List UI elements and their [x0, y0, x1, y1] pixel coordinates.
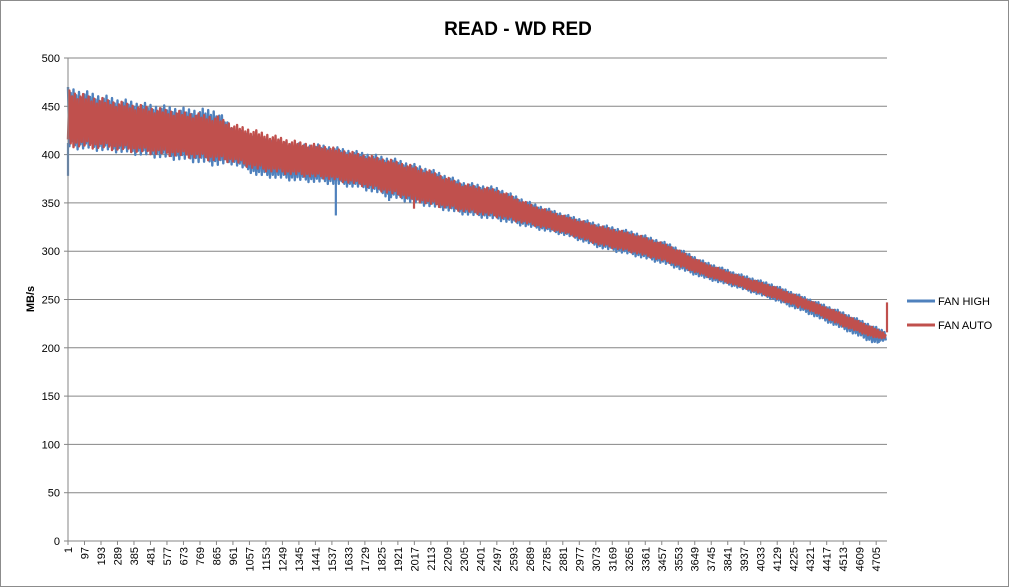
x-tick-label: 1153	[261, 547, 273, 571]
x-tick-label: 193	[96, 547, 108, 565]
x-tick-label: 4705	[871, 547, 883, 571]
x-tick-label: 2401	[475, 547, 487, 571]
x-tick-label: 3745	[706, 547, 718, 571]
x-tick-label: 1057	[244, 547, 256, 571]
x-tick-label: 2497	[492, 547, 504, 571]
x-tick-label: 1441	[310, 547, 322, 571]
x-tick-label: 3649	[690, 547, 702, 571]
x-tick-label: 1633	[343, 547, 355, 571]
x-tick-label: 3265	[624, 547, 636, 571]
y-axis-ticks: 0 50 100 150 200 250 300 350 400 450 500	[42, 53, 68, 548]
y-tick-label: 300	[42, 246, 60, 258]
x-tick-label: 3169	[607, 547, 619, 571]
x-tick-label: 4033	[756, 547, 768, 571]
x-tick-label: 385	[129, 547, 141, 565]
x-tick-label: 3457	[657, 547, 669, 571]
x-tick-label: 97	[79, 547, 91, 559]
x-tick-label: 1249	[277, 547, 289, 571]
series-line-fan-auto	[66, 89, 887, 340]
x-tick-label: 1825	[376, 547, 388, 571]
y-axis-label: MB/s	[25, 286, 37, 312]
x-tick-label: 2305	[459, 547, 471, 571]
x-tick-label: 4225	[789, 547, 801, 571]
x-tick-label: 3937	[739, 547, 751, 571]
x-tick-label: 4321	[805, 547, 817, 571]
x-tick-label: 481	[145, 547, 157, 565]
x-tick-label: 2113	[426, 547, 438, 571]
y-tick-label: 250	[42, 295, 60, 307]
x-tick-label: 865	[211, 547, 223, 565]
x-tick-label: 673	[178, 547, 190, 565]
x-tick-label: 961	[228, 547, 240, 565]
y-tick-label: 200	[42, 343, 60, 355]
x-tick-label: 1921	[393, 547, 405, 571]
x-tick-label: 2785	[541, 547, 553, 571]
x-tick-label: 769	[195, 547, 207, 565]
x-tick-label: 2689	[525, 547, 537, 571]
y-tick-label: 100	[42, 439, 60, 451]
legend-label: FAN HIGH	[938, 296, 990, 308]
x-tick-label: 2881	[558, 547, 570, 571]
x-axis-ticks: 1 97 193 289 385 481 577 673 769 865 961 1057 1153 12…	[63, 541, 883, 571]
x-tick-label: 4417	[822, 547, 834, 571]
x-tick-label: 3361	[640, 547, 652, 571]
x-tick-label: 3841	[723, 547, 735, 571]
x-tick-label: 1	[63, 547, 75, 553]
y-tick-label: 50	[48, 488, 60, 500]
x-tick-label: 1537	[327, 547, 339, 571]
legend-label: FAN AUTO	[938, 320, 993, 332]
y-tick-label: 0	[54, 536, 60, 548]
x-tick-label: 4609	[855, 547, 867, 571]
x-tick-label: 2593	[508, 547, 520, 571]
x-tick-label: 1345	[294, 547, 306, 571]
x-tick-label: 289	[112, 547, 124, 565]
legend: FAN HIGH FAN AUTO	[907, 296, 993, 332]
y-tick-label: 350	[42, 198, 60, 210]
x-tick-label: 3073	[591, 547, 603, 571]
x-tick-label: 2977	[574, 547, 586, 571]
x-tick-label: 2209	[442, 547, 454, 571]
y-tick-label: 450	[42, 101, 60, 113]
chart-title: READ - WD RED	[444, 19, 592, 40]
x-tick-label: 577	[162, 547, 174, 565]
y-tick-label: 150	[42, 391, 60, 403]
y-tick-label: 500	[42, 53, 60, 65]
series-layer	[66, 86, 889, 344]
x-tick-label: 4129	[772, 547, 784, 571]
x-tick-label: 1729	[360, 547, 372, 571]
y-tick-label: 400	[42, 150, 60, 162]
x-tick-label: 3553	[673, 547, 685, 571]
x-tick-label: 4513	[838, 547, 850, 571]
x-tick-label: 2017	[409, 547, 421, 571]
